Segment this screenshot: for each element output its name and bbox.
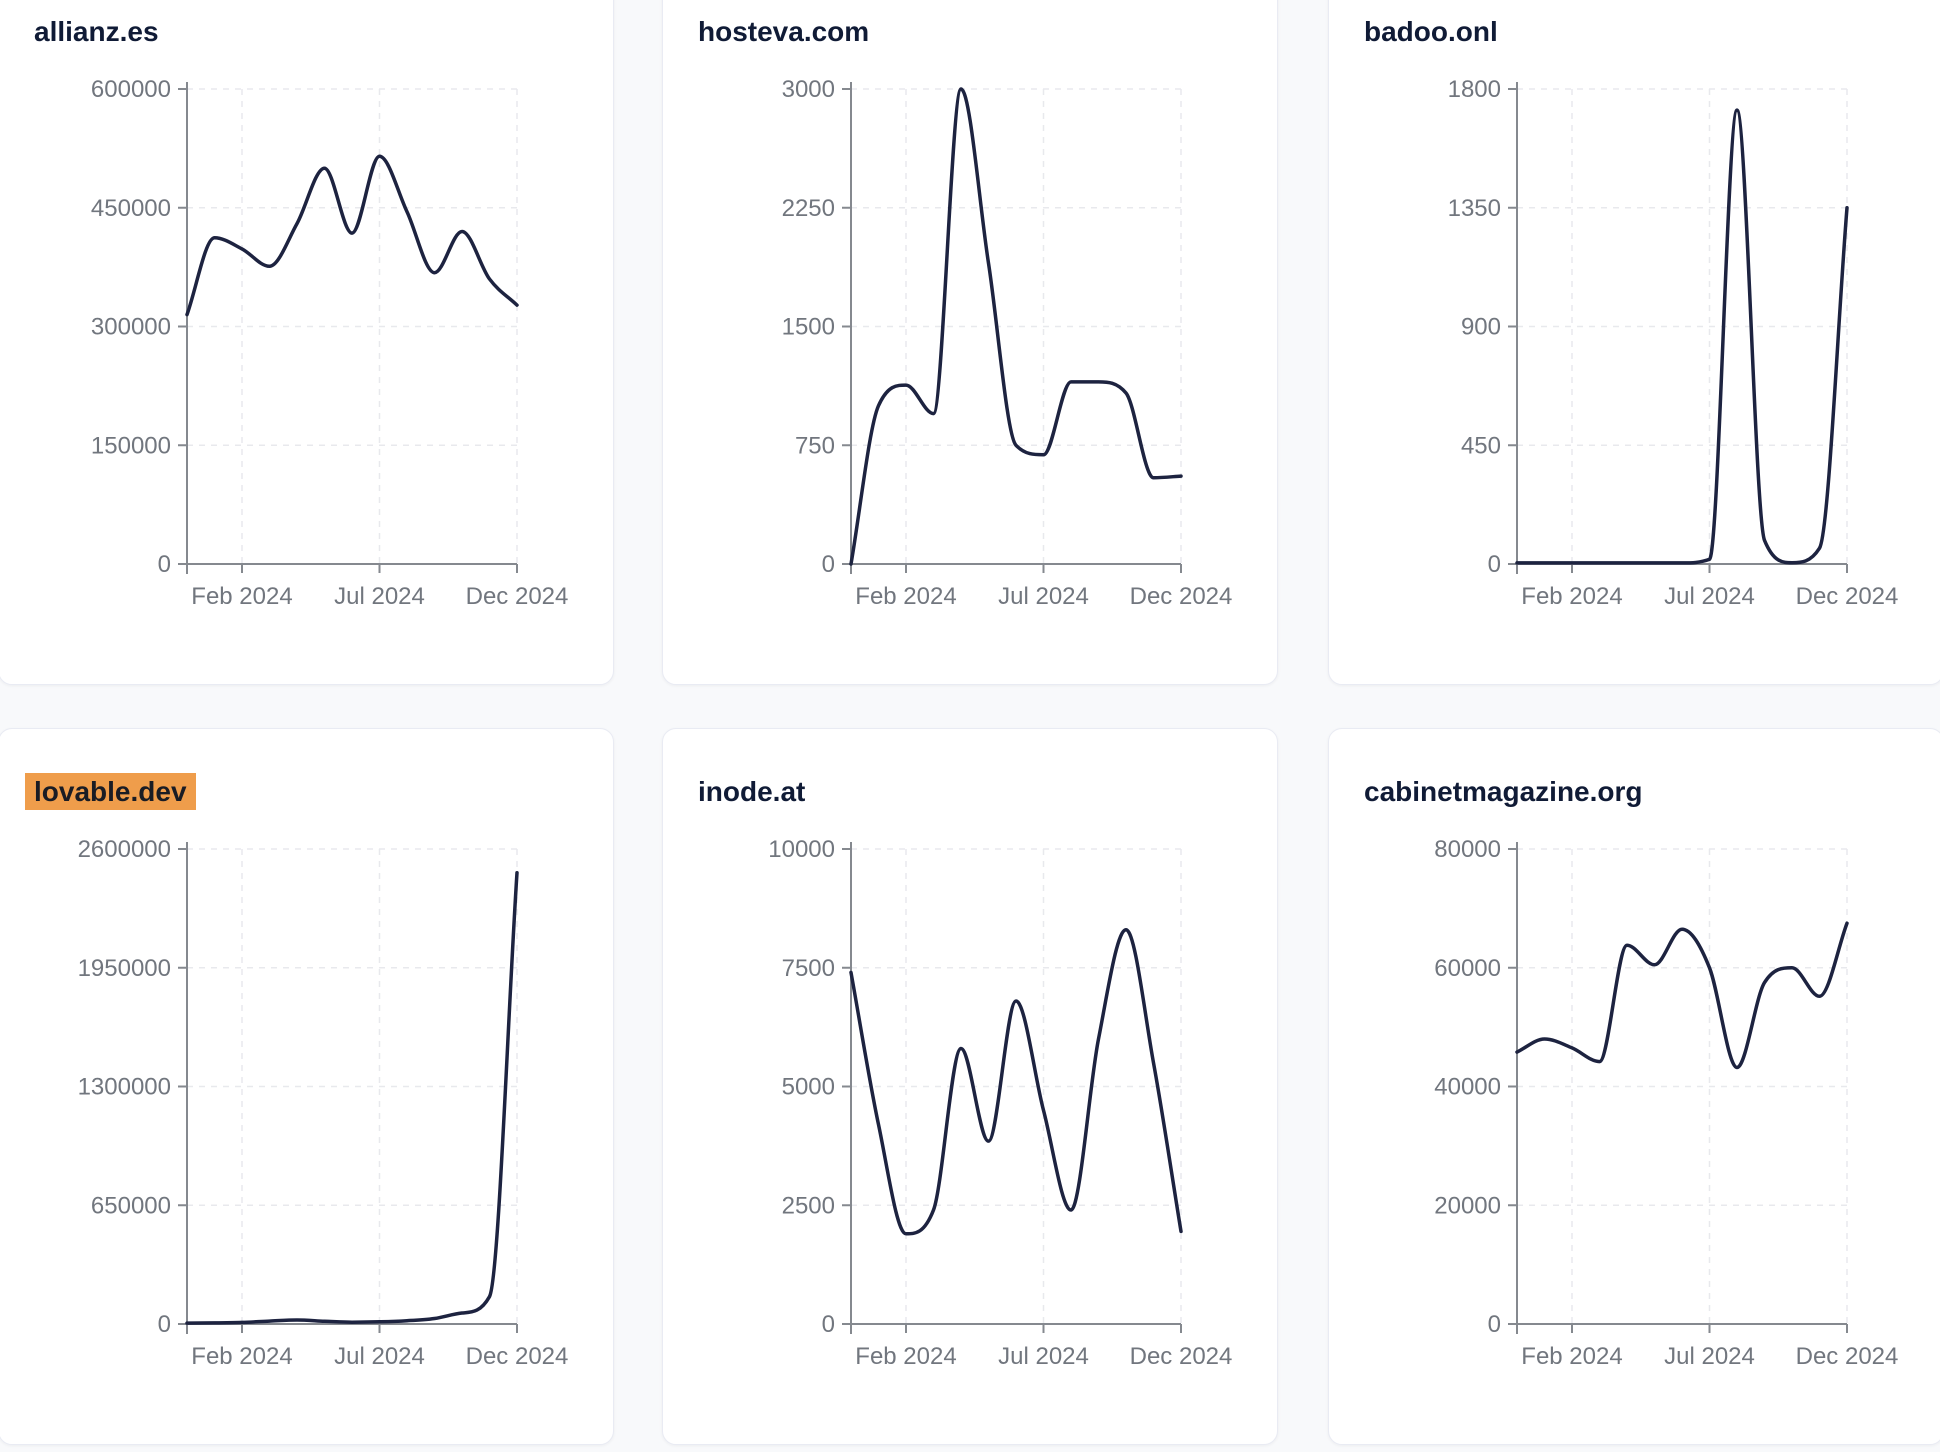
chart-title: inode.at — [698, 776, 806, 807]
y-tick-label: 900 — [1461, 314, 1501, 341]
x-tick-label: Jul 2024 — [334, 583, 425, 610]
chart-title: hosteva.com — [698, 16, 870, 47]
chart-card: badoo.onl 0 450 900 1350 1800 Feb 2024 Jul 202… — [1328, 0, 1940, 685]
chart-card: allianz.es 0 150000 300000 450000 600000 Feb … — [0, 0, 614, 685]
x-tick-label: Jul 2024 — [334, 1343, 425, 1370]
y-tick-label: 2500 — [782, 1192, 835, 1219]
x-tick-label: Feb 2024 — [1521, 1343, 1622, 1370]
y-tick-label: 80000 — [1434, 836, 1501, 863]
series-line — [185, 871, 519, 1325]
y-tick-label: 10000 — [768, 836, 835, 863]
x-tick-label: Dec 2024 — [466, 583, 569, 610]
y-tick-label: 60000 — [1434, 955, 1501, 982]
y-tick-label: 1350 — [1448, 195, 1501, 222]
chart-card: hosteva.com 0 750 1500 2250 3000 Feb 2024 Jul … — [662, 0, 1278, 685]
x-tick-label: Feb 2024 — [1521, 583, 1622, 610]
series-line — [849, 87, 1183, 566]
chart-card: inode.at 0 2500 5000 7500 10000 Feb 2024 Jul 2… — [662, 728, 1278, 1445]
x-tick-label: Feb 2024 — [191, 583, 292, 610]
x-tick-label: Jul 2024 — [1664, 1343, 1755, 1370]
series-line — [849, 928, 1183, 1236]
y-tick-label: 1300000 — [78, 1074, 171, 1101]
y-tick-label: 20000 — [1434, 1192, 1501, 1219]
x-tick-label: Feb 2024 — [855, 583, 956, 610]
y-tick-label: 1950000 — [78, 955, 171, 982]
x-tick-label: Feb 2024 — [191, 1343, 292, 1370]
y-tick-label: 0 — [822, 1311, 835, 1338]
y-tick-label: 2250 — [782, 195, 835, 222]
line-chart: 0 150000 300000 450000 600000 Feb 2024 Jul 202… — [91, 76, 569, 610]
y-tick-label: 300000 — [91, 314, 171, 341]
chart-title: allianz.es — [34, 16, 159, 47]
x-tick-label: Dec 2024 — [466, 1343, 569, 1370]
chart-title: cabinetmagazine.org — [1364, 776, 1643, 807]
line-chart: 0 450 900 1350 1800 Feb 2024 Jul 2024 Dec 2024 — [1448, 76, 1899, 610]
chart-title-highlighted: lovable.dev — [25, 773, 196, 811]
y-tick-label: 0 — [822, 551, 835, 578]
series-line — [1515, 108, 1849, 565]
y-tick-label: 750 — [795, 432, 835, 459]
y-tick-label: 600000 — [91, 76, 171, 103]
y-tick-label: 1500 — [782, 314, 835, 341]
y-tick-label: 0 — [158, 1311, 171, 1338]
y-tick-label: 2600000 — [78, 836, 171, 863]
x-tick-label: Dec 2024 — [1796, 583, 1899, 610]
chart-title: badoo.onl — [1364, 16, 1498, 47]
x-tick-label: Dec 2024 — [1130, 1343, 1233, 1370]
line-chart: 0 2500 5000 7500 10000 Feb 2024 Jul 2024 Dec 20… — [768, 836, 1233, 1370]
x-tick-label: Dec 2024 — [1130, 583, 1233, 610]
y-tick-label: 450000 — [91, 195, 171, 222]
x-tick-label: Feb 2024 — [855, 1343, 956, 1370]
x-tick-label: Jul 2024 — [1664, 583, 1755, 610]
line-chart: 0 650000 1300000 1950000 2600000 Feb 2024 Jul … — [78, 836, 569, 1370]
series-line — [185, 154, 519, 317]
y-tick-label: 1800 — [1448, 76, 1501, 103]
y-tick-label: 450 — [1461, 432, 1501, 459]
line-chart: 0 750 1500 2250 3000 Feb 2024 Jul 2024 Dec 2024 — [782, 76, 1233, 610]
x-tick-label: Dec 2024 — [1796, 1343, 1899, 1370]
chart-card: cabinetmagazine.org 0 20000 40000 60000 8000… — [1328, 728, 1940, 1445]
y-tick-label: 7500 — [782, 955, 835, 982]
y-tick-label: 5000 — [782, 1074, 835, 1101]
chart-card: lovable.dev 0 650000 1300000 1950000 2600000… — [0, 728, 614, 1445]
y-tick-label: 0 — [1488, 1311, 1501, 1338]
line-chart: 0 20000 40000 60000 80000 Feb 2024 Jul 2024 Dec… — [1434, 836, 1899, 1370]
y-tick-label: 0 — [158, 551, 171, 578]
series-line — [1515, 921, 1849, 1070]
y-tick-label: 40000 — [1434, 1074, 1501, 1101]
y-tick-label: 0 — [1488, 551, 1501, 578]
y-tick-label: 150000 — [91, 432, 171, 459]
y-tick-label: 650000 — [91, 1192, 171, 1219]
y-tick-label: 3000 — [782, 76, 835, 103]
x-tick-label: Jul 2024 — [998, 583, 1089, 610]
x-tick-label: Jul 2024 — [998, 1343, 1089, 1370]
